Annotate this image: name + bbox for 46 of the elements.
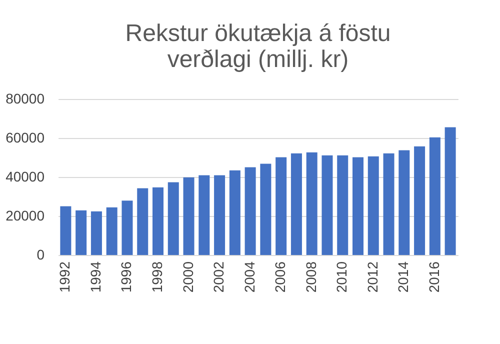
bar — [244, 167, 256, 255]
bar — [229, 170, 240, 255]
y-tick-label: 40000 — [6, 168, 45, 184]
bar — [368, 156, 379, 255]
x-tick-label: 2000 — [180, 261, 196, 293]
bar — [168, 182, 179, 255]
bar — [398, 150, 410, 255]
bar — [352, 157, 364, 255]
bar — [137, 188, 148, 255]
bar — [337, 155, 348, 255]
bar — [152, 187, 164, 255]
x-tick-label: 1996 — [118, 261, 134, 293]
text: verðlagi (millj. kr) — [167, 46, 349, 73]
x-tick-label: 2006 — [272, 261, 288, 293]
y-tick-label: 0 — [36, 246, 45, 262]
bar — [183, 177, 194, 255]
x-tick-label: 2010 — [334, 261, 350, 293]
bar — [122, 200, 133, 255]
bar — [306, 152, 318, 255]
x-tick-label: 2008 — [302, 261, 319, 293]
x-tick-label: 1994 — [87, 261, 104, 293]
x-tick-label: 2016 — [426, 261, 442, 293]
bar — [414, 146, 426, 255]
x-tick-label: 2012 — [364, 261, 380, 293]
x-tick-label: 2014 — [395, 261, 412, 293]
bar — [260, 164, 272, 255]
x-tick-label: 2004 — [241, 261, 258, 293]
bar — [106, 207, 118, 255]
bar — [429, 137, 440, 255]
bar — [444, 127, 456, 255]
bar — [214, 175, 226, 255]
bar — [76, 210, 87, 255]
x-tick-label: 2002 — [210, 261, 227, 293]
y-tick-label: 80000 — [6, 90, 45, 106]
bar — [198, 175, 210, 255]
bar — [276, 157, 287, 255]
bar — [290, 153, 302, 255]
bar — [322, 155, 333, 255]
y-tick-label: 60000 — [6, 130, 45, 146]
bar — [383, 153, 394, 255]
x-tick-label: 1992 — [56, 261, 73, 293]
bar — [90, 211, 102, 255]
text: Rekstur ökutækja á föstu — [125, 20, 391, 47]
x-tick-label: 1998 — [149, 261, 165, 293]
y-tick-label: 20000 — [6, 208, 45, 224]
bar — [60, 206, 72, 255]
